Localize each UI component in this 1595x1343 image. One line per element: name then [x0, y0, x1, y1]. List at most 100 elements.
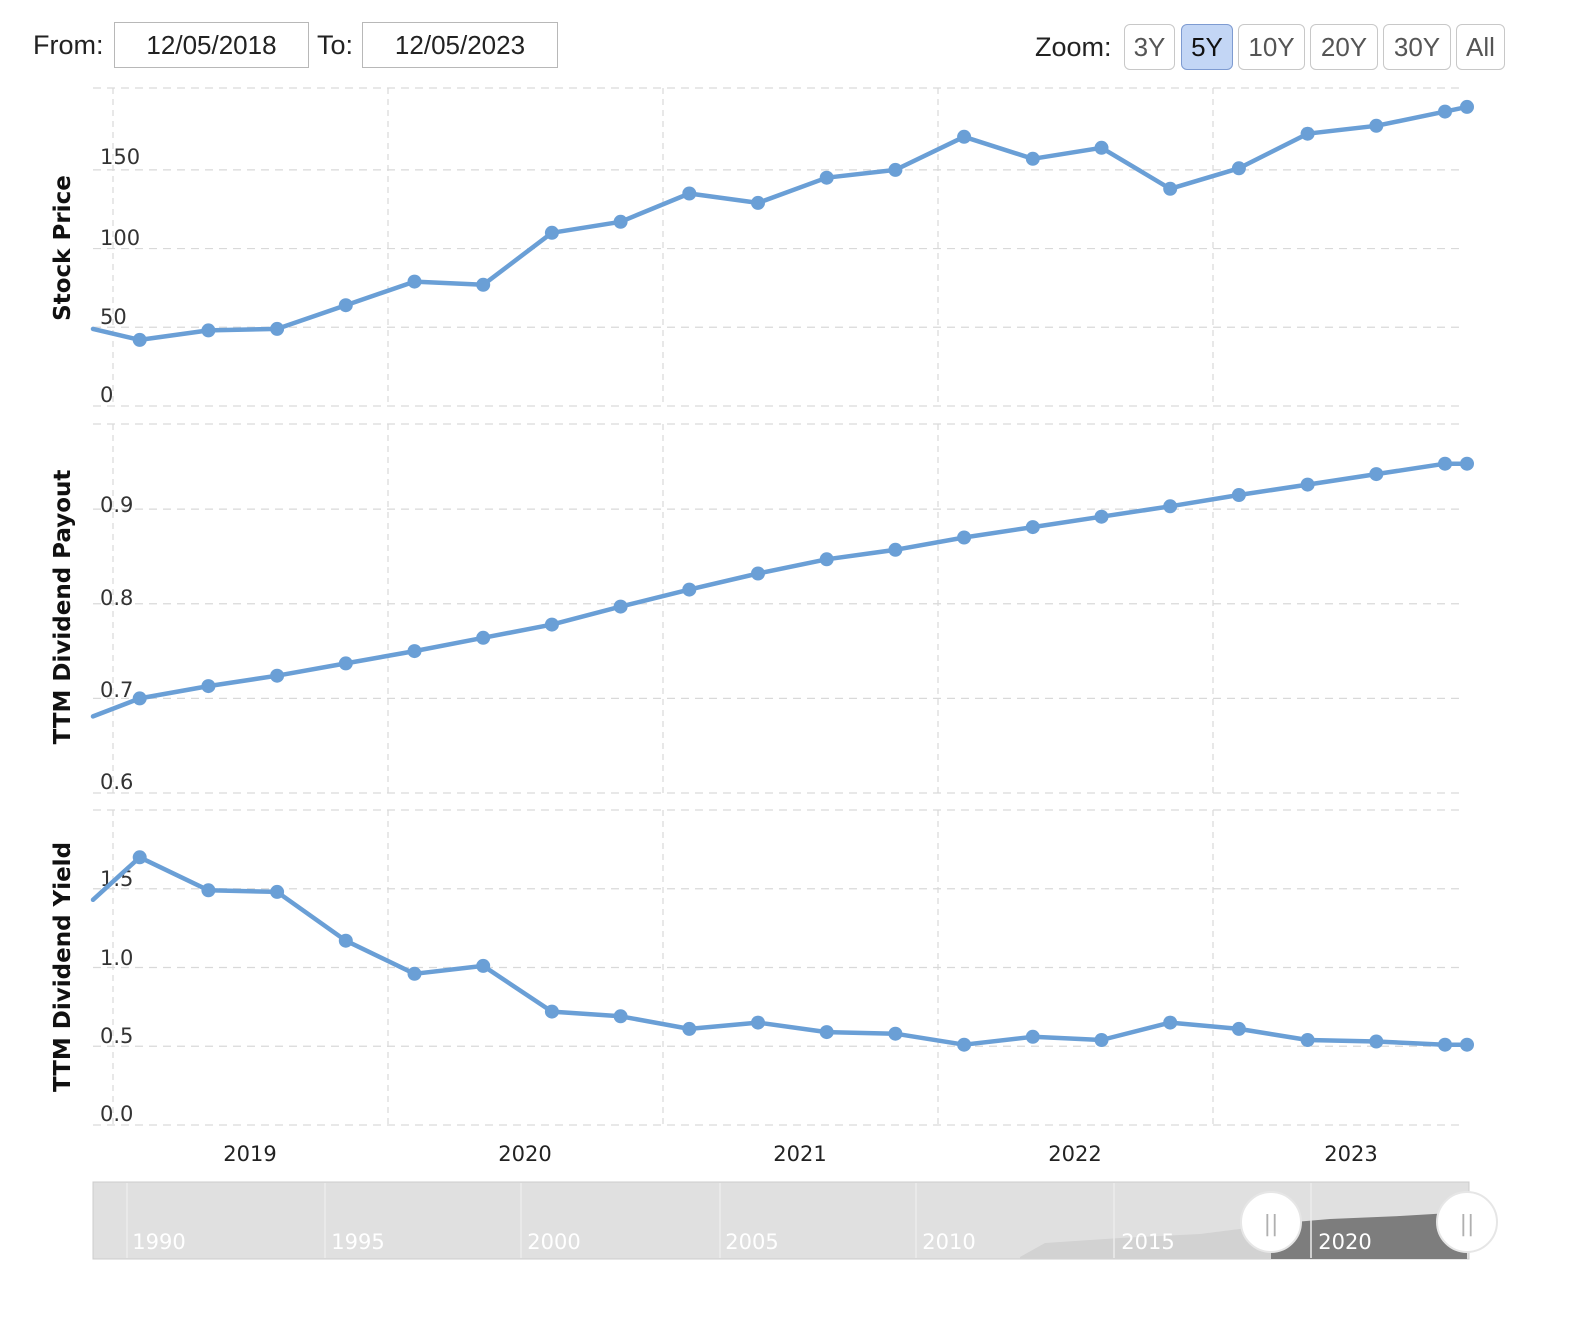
navigator-year-label: 1995	[331, 1230, 384, 1254]
data-point	[957, 1037, 972, 1052]
series-line	[90, 104, 1470, 343]
axes: Stock Price TTM Dividend Payout TTM Divi…	[50, 145, 1378, 1166]
data-point	[407, 274, 422, 289]
y-tick-label: 0.0	[100, 1102, 133, 1126]
x-tick-label: 2021	[773, 1142, 826, 1166]
navigator-year-label: 1990	[132, 1230, 185, 1254]
data-point	[1163, 499, 1178, 514]
data-point	[957, 129, 972, 144]
data-point	[1300, 126, 1315, 141]
data-point	[1369, 1034, 1384, 1049]
data-point	[201, 883, 216, 898]
data-point	[819, 1025, 834, 1040]
to-date-input[interactable]: 12/05/2023	[362, 22, 558, 68]
data-point	[338, 933, 353, 948]
data-point	[338, 298, 353, 313]
y-tick-label: 1.0	[100, 946, 133, 970]
data-point	[132, 850, 147, 865]
range-navigator[interactable]: 1990 1995 2000 2005 2010 2015 2020 || ||	[92, 1181, 1498, 1260]
navigator-series-area	[1020, 1225, 1271, 1259]
data-point	[1094, 1033, 1109, 1047]
data-point	[338, 656, 353, 671]
data-point	[1163, 1015, 1178, 1030]
data-point	[819, 170, 834, 185]
y-tick-label: 0	[100, 383, 113, 407]
data-point	[613, 214, 628, 229]
data-point	[1300, 1033, 1315, 1047]
x-tick-label: 2023	[1324, 1142, 1377, 1166]
data-point	[613, 1009, 628, 1024]
data-point	[1231, 161, 1246, 176]
data-point	[270, 321, 285, 336]
from-label: From:	[33, 30, 104, 60]
navigator-selected-range	[1271, 1212, 1467, 1259]
x-tick-label: 2020	[498, 1142, 551, 1166]
navigator-year-label: 2005	[725, 1230, 778, 1254]
y-tick-label: 0.5	[100, 1024, 133, 1048]
y-axis-title-stock-price: Stock Price	[50, 175, 76, 321]
grip-icon: ||	[1264, 1212, 1279, 1237]
data-point	[957, 530, 972, 545]
y-axis-title-dividend-payout: TTM Dividend Payout	[50, 470, 76, 745]
y-tick-label: 100	[100, 226, 140, 250]
navigator-year-label: 2015	[1121, 1230, 1174, 1254]
data-point	[1460, 1037, 1474, 1052]
zoom-30y-button[interactable]: 30Y	[1383, 24, 1451, 70]
data-point	[682, 582, 697, 597]
data-point	[201, 323, 216, 338]
data-point	[1438, 104, 1452, 119]
data-point	[407, 966, 422, 981]
data-point	[1300, 477, 1315, 492]
data-point	[1025, 151, 1040, 166]
data-point	[476, 630, 491, 645]
data-point	[270, 884, 285, 899]
y-tick-label: 0.9	[100, 493, 133, 517]
grid	[93, 87, 1460, 1126]
data-point	[1231, 488, 1246, 502]
y-tick-label: 0.8	[100, 586, 133, 610]
data-point	[544, 617, 559, 632]
series-line	[90, 461, 1470, 719]
data-point	[888, 542, 903, 557]
data-point	[1460, 99, 1474, 114]
series	[90, 99, 1474, 1052]
y-tick-label: 150	[100, 145, 140, 169]
grip-icon: ||	[1460, 1212, 1475, 1237]
data-point	[819, 552, 834, 567]
data-point	[682, 1021, 697, 1036]
to-label: To:	[317, 30, 354, 60]
navigator-right-handle[interactable]: ||	[1436, 1191, 1498, 1253]
data-point	[544, 1004, 559, 1019]
data-point	[1438, 1037, 1452, 1052]
data-point	[888, 1026, 903, 1041]
y-tick-label: 0.7	[100, 678, 133, 702]
data-point	[201, 679, 216, 694]
data-point	[132, 332, 147, 347]
data-point	[1438, 456, 1452, 471]
data-point	[1025, 520, 1040, 535]
data-point	[888, 162, 903, 177]
zoom-10y-button[interactable]: 10Y	[1238, 24, 1305, 70]
y-tick-label: 50	[100, 305, 127, 329]
data-point	[1460, 456, 1474, 471]
from-date-input[interactable]: 12/05/2018	[114, 22, 309, 68]
data-point	[751, 1015, 765, 1030]
data-point	[476, 277, 491, 292]
data-point	[613, 599, 628, 614]
navigator-left-handle[interactable]: ||	[1240, 1191, 1302, 1253]
zoom-5y-button[interactable]: 5Y	[1181, 24, 1233, 70]
data-point	[270, 668, 285, 683]
data-point	[1369, 118, 1384, 133]
data-point	[407, 644, 422, 659]
zoom-all-button[interactable]: All	[1456, 24, 1505, 70]
zoom-3y-button[interactable]: 3Y	[1124, 24, 1175, 70]
data-point	[682, 186, 697, 201]
navigator-year-label: 2000	[527, 1230, 580, 1254]
data-point	[544, 225, 559, 240]
zoom-label: Zoom:	[1035, 32, 1112, 62]
series-line	[90, 855, 1470, 1047]
y-axis-title-dividend-yield: TTM Dividend Yield	[50, 842, 76, 1092]
data-point	[751, 566, 765, 581]
zoom-20y-button[interactable]: 20Y	[1310, 24, 1378, 70]
data-point	[1025, 1029, 1040, 1044]
